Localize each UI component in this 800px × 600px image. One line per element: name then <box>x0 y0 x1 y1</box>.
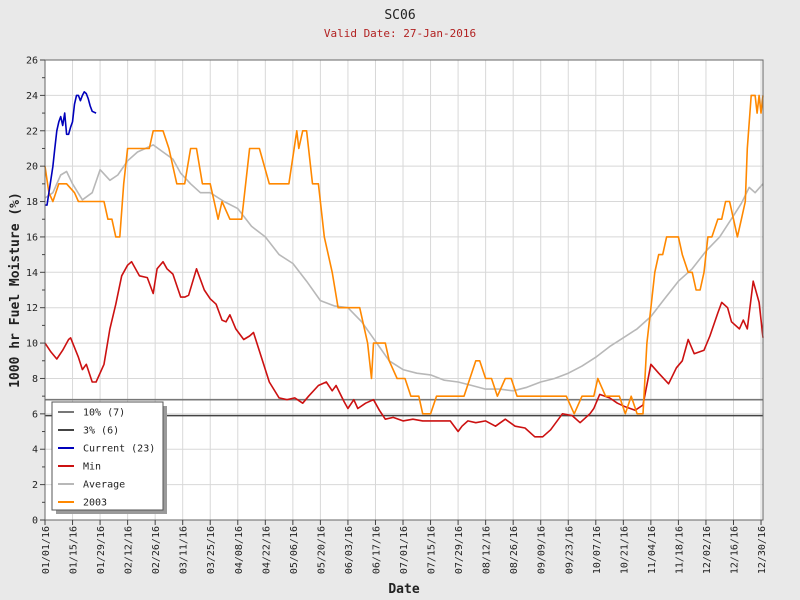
y-tick-label: 4 <box>32 445 38 456</box>
chart-subtitle: Valid Date: 27-Jan-2016 <box>324 27 476 40</box>
legend-box <box>51 401 164 511</box>
x-tick-label: 04/22/16 <box>261 526 272 574</box>
x-tick-label: 02/26/16 <box>151 526 162 574</box>
series-lines <box>44 91 764 438</box>
legend-label: Current (23) <box>83 444 155 455</box>
x-tick-label: 03/25/16 <box>206 526 217 574</box>
y-axis-title: 1000 hr Fuel Moisture (%) <box>8 192 23 388</box>
x-tick-label: 10/21/16 <box>619 526 630 574</box>
x-tick-label: 03/11/16 <box>179 526 190 574</box>
x-tick-label: 06/17/16 <box>371 526 382 574</box>
series-line <box>44 144 764 392</box>
x-tick-label: 07/01/16 <box>399 526 410 574</box>
y-tick-label: 8 <box>32 374 38 385</box>
x-tick-label: 07/15/16 <box>427 526 438 574</box>
y-tick-label: 24 <box>26 91 38 102</box>
legend: 10% (7) 3% (6) Current (23) Min Average 2003 <box>51 401 167 514</box>
y-tick-label: 16 <box>26 232 38 243</box>
x-tick-label: 01/01/16 <box>41 526 52 574</box>
y-tick-label: 22 <box>26 126 38 137</box>
chart-title: SC06 <box>384 8 415 23</box>
y-tick-label: 10 <box>26 339 38 350</box>
x-tick-label: 05/20/16 <box>316 526 327 574</box>
x-tick-label: 11/04/16 <box>647 526 658 574</box>
legend-label: 10% (7) <box>83 408 125 419</box>
x-tick-label: 01/15/16 <box>69 526 80 574</box>
series-line <box>44 94 764 415</box>
y-tick-label: 12 <box>26 303 38 314</box>
series-line <box>44 260 764 438</box>
y-tick-label: 14 <box>26 268 38 279</box>
legend-label: 2003 <box>83 498 107 509</box>
y-tick-label: 18 <box>26 197 38 208</box>
x-tick-label: 08/12/16 <box>482 526 493 574</box>
y-tick-label: 20 <box>26 162 38 173</box>
x-axis-ticks: 01/01/16 01/15/16 01/29/16 02/12/16 02/26/16… <box>41 520 768 574</box>
x-tick-label: 06/03/16 <box>344 526 355 574</box>
x-tick-label: 12/30/16 <box>757 526 768 574</box>
x-tick-label: 07/29/16 <box>454 526 465 574</box>
x-tick-label: 09/09/16 <box>537 526 548 574</box>
x-tick-label: 08/26/16 <box>509 526 520 574</box>
x-tick-label: 11/18/16 <box>674 526 685 574</box>
x-tick-label: 12/16/16 <box>729 526 740 574</box>
legend-label: Min <box>83 462 101 473</box>
x-tick-label: 02/12/16 <box>124 526 135 574</box>
series-line <box>45 91 97 206</box>
x-tick-label: 04/08/16 <box>234 526 245 574</box>
x-tick-label: 01/29/16 <box>96 526 107 574</box>
y-tick-label: 0 <box>32 516 38 527</box>
y-tick-label: 2 <box>32 480 38 491</box>
y-tick-label: 6 <box>32 409 38 420</box>
x-tick-label: 05/06/16 <box>289 526 300 574</box>
legend-label: 3% (6) <box>83 426 119 437</box>
x-tick-label: 09/23/16 <box>564 526 575 574</box>
y-tick-label: 26 <box>26 56 38 67</box>
legend-label: Average <box>83 480 125 491</box>
x-tick-label: 10/07/16 <box>592 526 603 574</box>
x-axis-title: Date <box>388 582 419 597</box>
x-tick-label: 12/02/16 <box>702 526 713 574</box>
